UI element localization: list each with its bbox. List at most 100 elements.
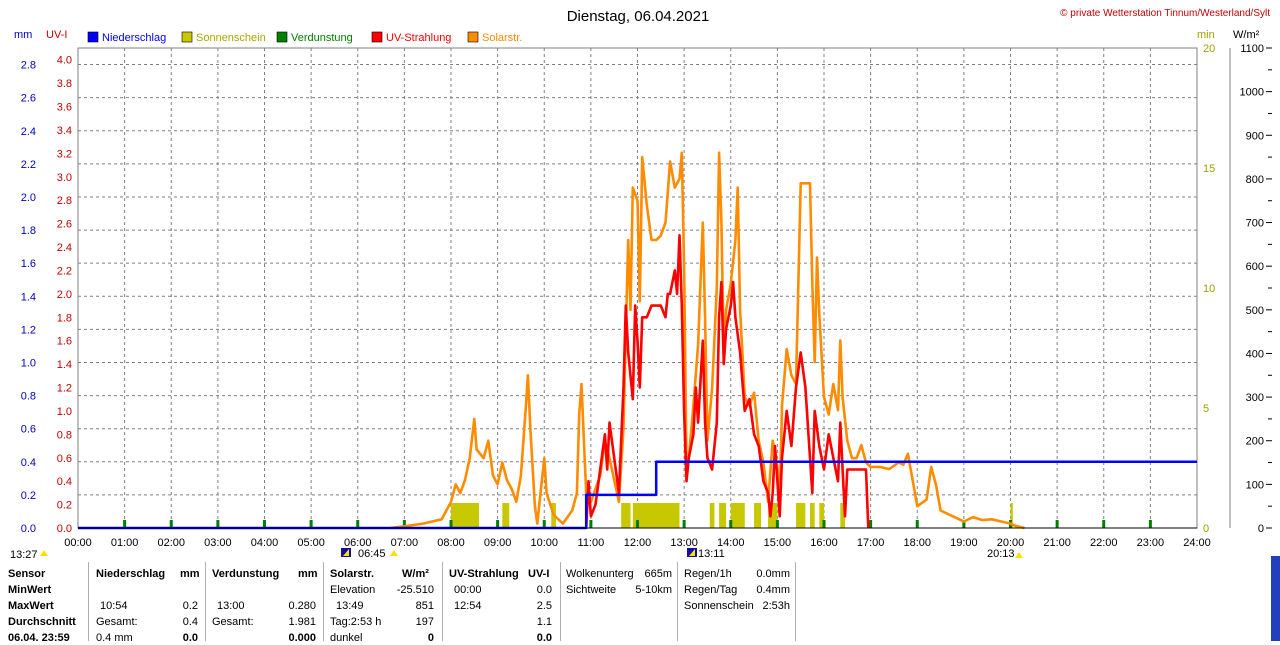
x-tick-label: 04:00 <box>251 537 279 549</box>
row-label-max: MaxWert <box>8 600 54 612</box>
min-tick-label: 5 <box>1203 403 1209 415</box>
uvi-tick-label: 2.4 <box>57 242 72 254</box>
legend-label: Verdunstung <box>291 32 353 44</box>
x-tick-label: 02:00 <box>157 537 185 549</box>
niederschlag-current: 0.0 <box>182 632 198 644</box>
niederschlag-unit: mm <box>180 568 200 580</box>
solar-dark-label: dunkel <box>330 632 363 644</box>
sunshine-bar <box>632 503 680 528</box>
chart-title: Dienstag, 06.04.2021 <box>567 8 710 25</box>
solar-max-time: 13:49 <box>336 600 364 612</box>
x-tick-label: 13:00 <box>670 537 698 549</box>
legend-swatch <box>467 31 479 43</box>
x-tick-label: 08:00 <box>437 537 465 549</box>
sunshine-bar <box>768 503 778 528</box>
verdunstung-mark <box>729 520 733 528</box>
x-tick-label: 16:00 <box>810 537 838 549</box>
min-tick-label: 20 <box>1203 43 1215 55</box>
solar-day-label: Tag:2:53 h <box>330 616 382 628</box>
uvi-tick-label: 2.6 <box>57 219 72 231</box>
legend-swatch <box>371 31 383 43</box>
wm2-tick-label: 1100 <box>1240 43 1264 55</box>
uvi-tick-label: 1.4 <box>57 359 72 371</box>
solar-header: Solarstr. <box>330 568 375 580</box>
mm-tick-label: 2.2 <box>21 159 36 171</box>
verdunstung-mark <box>309 520 313 528</box>
verdunstung-mark <box>216 520 220 528</box>
min-tick-label: 10 <box>1203 283 1215 295</box>
verdunstung-unit: mm <box>298 568 318 580</box>
min-tick-label: 15 <box>1203 163 1215 175</box>
series-line-solarstr- <box>390 151 1025 530</box>
mm-tick-label: 0.2 <box>21 490 36 502</box>
uvi-tick-label: 3.6 <box>57 102 72 114</box>
row-label-date: 06.04. 23:59 <box>8 632 70 644</box>
mm-tick-label: 1.8 <box>21 225 36 237</box>
sunshine-bar <box>719 503 727 528</box>
legend-label: Solarstr. <box>482 32 522 44</box>
uvi-tick-label: 0.8 <box>57 429 72 441</box>
verdunstung-mark <box>1102 520 1106 528</box>
x-tick-label: 09:00 <box>484 537 512 549</box>
sunshine-bar <box>621 503 631 528</box>
uvi-tick-label: 3.2 <box>57 148 72 160</box>
regen-tag-label: Regen/Tag <box>684 584 738 596</box>
wm2-tick-label: 800 <box>1246 174 1264 186</box>
uvi-tick-label: 3.8 <box>57 78 72 90</box>
wm2-tick-label: 100 <box>1246 479 1264 491</box>
verdunstung-mark <box>449 520 453 528</box>
mm-tick-label: 2.8 <box>21 60 36 72</box>
verdunstung-header: Verdunstung <box>212 568 280 580</box>
uv-max-time: 12:54 <box>454 600 482 612</box>
table-divider <box>88 562 89 641</box>
uvi-tick-label: 0.0 <box>57 523 72 535</box>
regen-tag-value: 0.4mm <box>756 584 790 596</box>
regen-1h-label: Regen/1h <box>684 568 732 580</box>
mm-tick-label: 0.6 <box>21 424 36 436</box>
axis-unit-min: min <box>1197 29 1215 41</box>
noon-icon-fill <box>689 549 695 556</box>
verdunstung-mark <box>589 520 593 528</box>
table-divider <box>560 562 561 641</box>
sunshine-bar <box>840 503 845 528</box>
verdunstung-marks <box>123 520 1152 528</box>
table-header-sensor: Sensor <box>8 568 46 580</box>
regen-1h-value: 0.0mm <box>756 568 790 580</box>
x-tick-label: 03:00 <box>204 537 232 549</box>
mm-tick-label: 1.4 <box>21 291 36 303</box>
niederschlag-total: 0.4 <box>182 616 198 628</box>
solar-elevation: -25.510 <box>396 584 434 596</box>
verdunstung-mark <box>263 520 266 528</box>
uvi-tick-label: 2.2 <box>57 265 72 277</box>
verdunstung-max: 0.280 <box>288 600 316 612</box>
x-tick-label: 20:00 <box>997 537 1025 549</box>
sunset-time: 20:13 <box>987 548 1015 560</box>
wm2-tick-label: 0 <box>1258 523 1264 535</box>
legend-label: Niederschlag <box>102 32 166 44</box>
sunshine-bar <box>819 503 824 528</box>
mm-tick-label: 2.0 <box>21 192 36 204</box>
legend-label: UV-Strahlung <box>386 32 451 44</box>
moon-time: 13:27 <box>10 549 38 561</box>
uvi-tick-label: 4.0 <box>57 55 72 67</box>
x-tick-label: 23:00 <box>1137 537 1165 549</box>
axis-unit-wm2: W/m² <box>1233 29 1260 41</box>
sichtweite-value: 5-10km <box>635 584 672 596</box>
row-label-min: MinWert <box>8 584 52 596</box>
niederschlag-max-time: 10:54 <box>100 600 128 612</box>
mm-tick-label: 1.6 <box>21 258 36 270</box>
sonnenschein-value: 2:53h <box>762 600 790 612</box>
verdunstung-mark <box>636 520 639 528</box>
wm2-tick-label: 300 <box>1246 392 1264 404</box>
verdunstung-mark <box>869 520 873 528</box>
solar-avg: 197 <box>415 616 434 628</box>
solar-max: 851 <box>415 600 434 612</box>
axis-labels: 00:00 01:00 02:00 03:00 04:00 05:00 06:00 07:00… <box>21 43 1272 549</box>
uv-min: 0.0 <box>536 584 552 596</box>
sunshine-bar <box>730 503 745 528</box>
table-divider <box>677 562 678 641</box>
uv-unit: UV-I <box>528 568 550 580</box>
x-tick-label: 14:00 <box>717 537 745 549</box>
sunrise-marker-icon <box>390 550 398 556</box>
verdunstung-total: 1.981 <box>288 616 316 628</box>
